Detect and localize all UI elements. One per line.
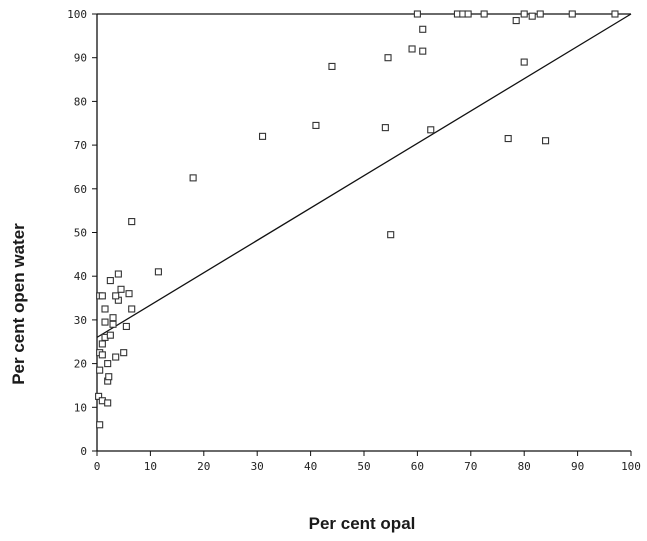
data-point: [328, 62, 336, 70]
data-point: [504, 134, 512, 143]
data-point: [96, 366, 104, 374]
data-point: [480, 10, 488, 18]
data-point: [112, 353, 120, 361]
data-point: [536, 10, 544, 18]
y-tick-label: 80: [74, 95, 87, 108]
data-point: [101, 318, 109, 326]
data-point: [387, 231, 395, 239]
data-point: [128, 305, 136, 313]
y-tick-label: 90: [74, 52, 87, 65]
data-point: [512, 17, 520, 25]
y-tick-label: 50: [74, 227, 87, 240]
data-point: [128, 218, 136, 226]
data-point: [542, 137, 550, 145]
data-point: [95, 392, 103, 400]
regression-line: [96, 13, 632, 338]
data-point: [258, 132, 267, 140]
data-point: [106, 277, 114, 285]
y-tick-label: 70: [74, 139, 87, 152]
data-point: [611, 10, 619, 18]
data-point: [112, 292, 120, 300]
data-point: [105, 373, 113, 381]
data-point: [520, 58, 528, 66]
data-point: [125, 290, 133, 298]
data-point: [114, 270, 122, 278]
data-point: [106, 331, 114, 339]
y-tick-label: 60: [74, 183, 87, 196]
y-axis-label: Per cent open water: [9, 223, 28, 385]
x-tick-label: 0: [94, 460, 101, 473]
y-tick-label: 40: [74, 270, 87, 283]
data-point: [312, 121, 320, 129]
x-tick-label: 30: [251, 460, 264, 473]
data-point: [96, 421, 104, 429]
data-point: [154, 268, 162, 276]
data-point: [120, 349, 128, 357]
x-tick-label: 90: [571, 460, 584, 473]
data-point: [98, 340, 106, 348]
data-point: [104, 399, 112, 407]
x-axis-label: Per cent opal: [309, 514, 416, 533]
data-point: [568, 10, 576, 18]
data-point: [104, 360, 112, 368]
data-point: [189, 174, 197, 182]
x-tick-label: 100: [621, 460, 641, 473]
data-point: [413, 10, 421, 18]
y-tick-label: 20: [74, 358, 87, 371]
x-tick-label: 70: [464, 460, 477, 473]
plot-area: 0 10 20 30 40 50 60 70 80 90 100 0 10 20 30 40 50 60 70 80 9…: [67, 8, 641, 473]
data-point: [101, 305, 109, 313]
y-tick-label: 10: [74, 401, 87, 414]
data-point: [408, 45, 416, 53]
data-point: [98, 292, 106, 300]
data-point: [419, 25, 427, 33]
x-tick-label: 10: [144, 460, 157, 473]
data-point: [109, 314, 117, 322]
data-point: [528, 12, 536, 20]
data-point: [117, 285, 125, 293]
data-point: [109, 320, 117, 328]
x-tick-label: 50: [357, 460, 370, 473]
data-point: [520, 10, 528, 18]
data-point: [384, 54, 392, 62]
x-tick-label: 20: [197, 460, 210, 473]
y-tick-label: 30: [74, 314, 87, 327]
data-point: [427, 126, 435, 134]
data-point: [98, 351, 106, 359]
x-tick-label: 60: [411, 460, 424, 473]
data-point: [381, 124, 389, 132]
y-tick-label: 100: [67, 8, 87, 21]
data-point: [122, 322, 130, 331]
x-tick-label: 80: [518, 460, 531, 473]
x-tick-label: 40: [304, 460, 317, 473]
y-tick-label: 0: [80, 445, 87, 458]
data-point: [419, 47, 427, 55]
data-point: [464, 10, 472, 18]
